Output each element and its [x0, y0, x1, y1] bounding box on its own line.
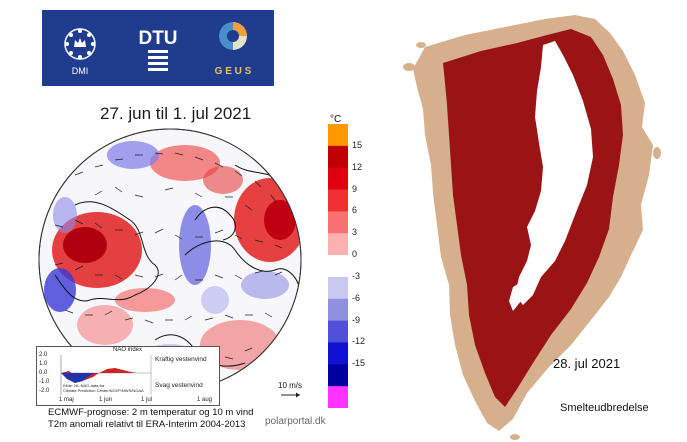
colorbar-tick-label: 9 — [352, 183, 358, 194]
colorbar-cell — [328, 124, 348, 147]
nao-ytick: 2.0 — [39, 352, 48, 358]
colorbar-tick-label: 6 — [352, 205, 358, 216]
colorbar-cell — [328, 167, 348, 191]
no-melt-interior — [515, 41, 593, 305]
colorbar-tick-label: -15 — [352, 358, 366, 369]
forecast-caption-line1: ECMWF-prognose: 2 m temperatur og 10 m v… — [48, 407, 254, 418]
nao-source: Kilde: NL-NAO-data,fra — [63, 383, 105, 388]
nao-strong-label: Kraftig vestenvind — [155, 356, 207, 363]
nao-index-panel: NAO index 2.0 1.0 0.0 -1.0 -2.0 Kraftig … — [36, 346, 220, 406]
coastal-fringe — [443, 115, 637, 299]
geus-logo-text: G E U S — [215, 66, 252, 77]
colorbar-tick-label: 3 — [352, 227, 358, 238]
colorbar-cell — [328, 145, 348, 169]
nao-ytick: -2.0 — [39, 388, 50, 394]
polar-anomaly-map — [38, 128, 302, 392]
colorbar-cell — [328, 386, 348, 408]
colorbar-cell — [328, 364, 348, 387]
colorbar-cell — [328, 298, 348, 322]
colorbar-tick-label: -12 — [352, 336, 366, 347]
colorbar-cell — [328, 342, 348, 365]
colorbar-cell — [328, 211, 348, 234]
colorbar-cell — [328, 320, 348, 343]
logo-banner: DMI DTU G E U S — [42, 10, 274, 86]
nao-chart — [60, 355, 152, 395]
forecast-caption-line2: T2m anomali relativt til ERA-Interim 200… — [48, 419, 246, 430]
dmi-logo: DMI — [64, 28, 96, 76]
nao-xtick: 1 aug — [197, 397, 213, 403]
colorbar-tick-label: -9 — [352, 314, 361, 325]
melt-map-date: 28. jul 2021 — [553, 356, 621, 371]
colorbar-cell — [328, 233, 348, 256]
logos-svg: DMI DTU G E U S — [64, 22, 252, 77]
colorbar-cell — [328, 189, 348, 212]
nao-xtick: 1 jun — [99, 397, 113, 403]
colorbar-tick-label: -3 — [352, 270, 361, 281]
wind-scale-label: 10 m/s — [278, 381, 303, 390]
colorbar-tick-label: 15 — [352, 139, 363, 150]
nao-source: Climate Prediction Center/NCEP/NWS/NOAA — [63, 388, 144, 393]
colorbar-cell — [328, 276, 348, 300]
nao-series-negative — [61, 373, 95, 383]
dtu-logo: DTU — [138, 28, 178, 71]
colorbar-tick-label: 12 — [352, 161, 363, 172]
colorbar-unit: °C — [330, 114, 342, 125]
nao-xtick: 1 jul — [141, 397, 153, 403]
wind-scale-arrow — [281, 392, 300, 398]
colorbar-cell — [328, 255, 348, 278]
nao-ytick: 0.0 — [39, 370, 48, 376]
geus-logo: G E U S — [215, 22, 252, 77]
nao-ytick: 1.0 — [39, 361, 48, 367]
forecast-period-title: 27. jun til 1. jul 2021 — [100, 104, 252, 123]
melt-map-subtitle: Smelteudbredelse — [560, 402, 649, 414]
nao-ytick: -1.0 — [39, 379, 50, 385]
dtu-logo-text: DTU — [138, 28, 177, 49]
nao-xtick: 1 maj — [59, 397, 74, 403]
nao-title: NAO index — [113, 347, 143, 353]
nao-weak-label: Svag vestenvind — [155, 382, 203, 389]
colorbar-tick-label: -6 — [352, 292, 361, 303]
no-melt-patch — [509, 281, 523, 311]
colorbar — [328, 124, 348, 408]
greenland-melt-map — [403, 15, 661, 440]
polarportal-link[interactable]: polarportal.dk — [265, 416, 326, 427]
colorbar-tick-label: 0 — [352, 249, 358, 260]
dmi-logo-text: DMI — [72, 66, 89, 76]
